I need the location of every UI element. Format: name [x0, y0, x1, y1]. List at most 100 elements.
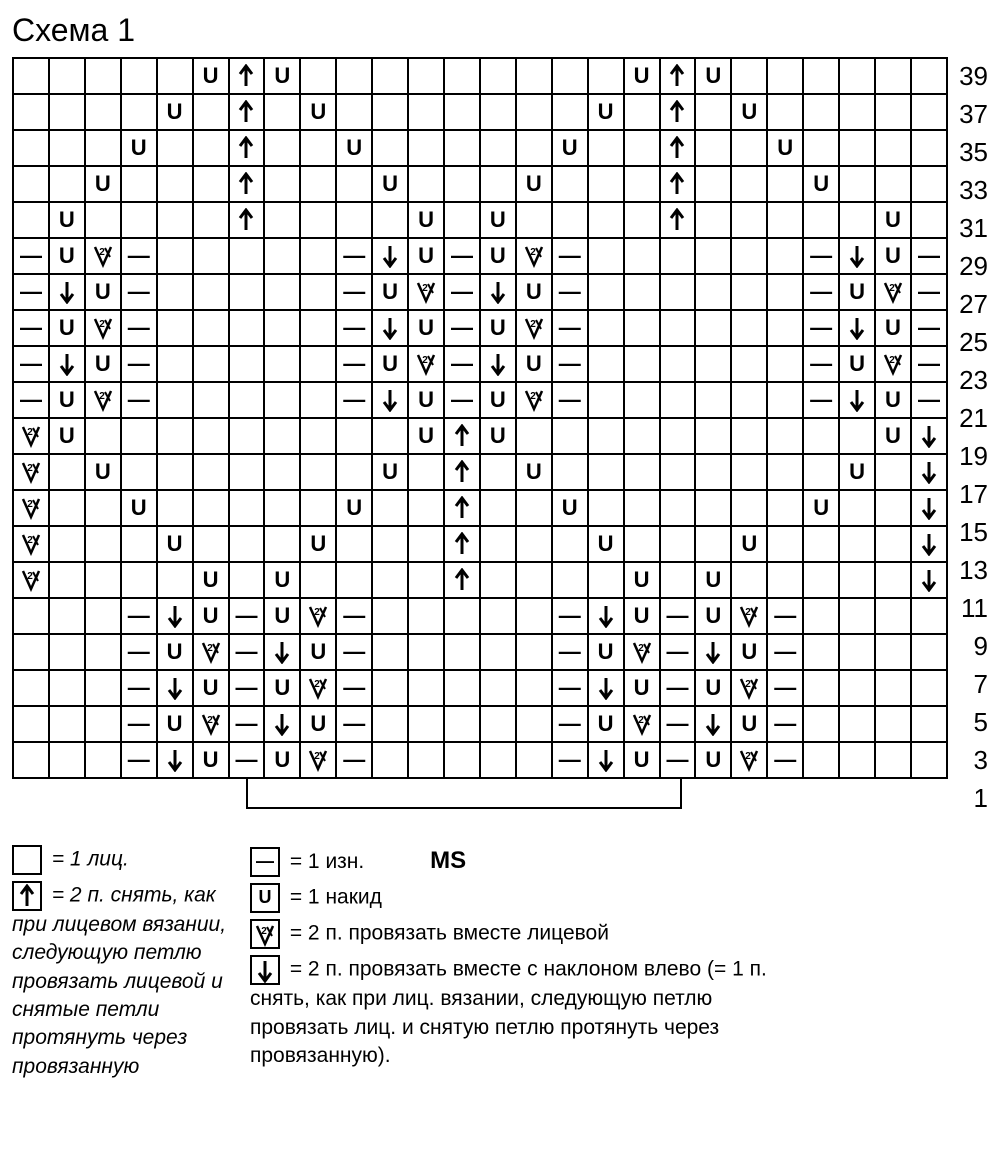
chart-cell — [803, 562, 839, 598]
chart-cell — [875, 634, 911, 670]
chart-cell — [480, 346, 516, 382]
chart-cell — [444, 202, 480, 238]
chart-cell — [264, 454, 300, 490]
chart-cell: — — [767, 598, 803, 634]
chart-cell — [336, 562, 372, 598]
chart-cell: — — [552, 346, 588, 382]
chart-cell: — — [552, 670, 588, 706]
chart-cell: U — [588, 634, 624, 670]
chart-cell — [588, 562, 624, 598]
chart-cell — [516, 490, 552, 526]
chart-cell — [839, 706, 875, 742]
chart-cell — [875, 562, 911, 598]
chart-cell — [911, 454, 947, 490]
chart-cell — [660, 274, 696, 310]
chart-cell — [624, 346, 660, 382]
chart-cell — [85, 526, 121, 562]
chart-cell — [660, 202, 696, 238]
chart-cell: U — [193, 742, 229, 778]
chart-cell — [480, 598, 516, 634]
chart-cell — [660, 418, 696, 454]
chart-cell — [157, 454, 193, 490]
chart-cell — [408, 634, 444, 670]
chart-cell: U — [875, 238, 911, 274]
chart-cell — [229, 346, 265, 382]
chart-row: UUUU — [13, 130, 947, 166]
chart-cell — [85, 490, 121, 526]
chart-cell — [121, 418, 157, 454]
chart-cell: — — [552, 238, 588, 274]
chart-cell: U — [624, 598, 660, 634]
chart-cell — [372, 742, 408, 778]
chart-cell: — — [121, 634, 157, 670]
chart-cell: — — [911, 238, 947, 274]
chart-cell — [408, 94, 444, 130]
chart-cell — [264, 346, 300, 382]
chart-cell — [49, 58, 85, 94]
chart-row: —U—U——U—U— — [13, 634, 947, 670]
chart-cell — [13, 454, 49, 490]
chart-cell — [444, 562, 480, 598]
chart-cell — [193, 706, 229, 742]
chart-cell — [49, 454, 85, 490]
chart-cell — [588, 346, 624, 382]
chart-cell: — — [911, 346, 947, 382]
chart-cell: U — [480, 382, 516, 418]
chart-cell — [839, 490, 875, 526]
chart-cell: — — [660, 598, 696, 634]
chart-cell — [695, 454, 731, 490]
chart-cell: — — [13, 382, 49, 418]
chart-cell: U — [839, 454, 875, 490]
chart-cell: U — [85, 346, 121, 382]
chart-cell — [49, 526, 85, 562]
chart-cell: U — [264, 670, 300, 706]
chart-cell — [552, 202, 588, 238]
chart-cell: — — [121, 382, 157, 418]
chart-cell: — — [229, 706, 265, 742]
chart-cell — [264, 634, 300, 670]
chart-cell — [875, 670, 911, 706]
chart-cell — [911, 418, 947, 454]
chart-cell — [660, 562, 696, 598]
chart-cell — [480, 562, 516, 598]
chart-cell: — — [552, 310, 588, 346]
chart-cell — [731, 742, 767, 778]
chart-cell — [229, 274, 265, 310]
chart-title: Схема 1 — [12, 12, 988, 49]
chart-cell — [444, 526, 480, 562]
chart-cell — [588, 382, 624, 418]
chart-cell — [444, 418, 480, 454]
chart-cell: U — [516, 166, 552, 202]
chart-cell: — — [803, 382, 839, 418]
chart-cell: — — [444, 238, 480, 274]
chart-cell — [516, 742, 552, 778]
chart-cell — [516, 598, 552, 634]
row-label: 21 — [952, 399, 988, 437]
chart-cell — [444, 670, 480, 706]
chart-cell: U — [516, 274, 552, 310]
chart-cell — [49, 562, 85, 598]
chart-cell: U — [336, 130, 372, 166]
chart-cell — [85, 130, 121, 166]
chart-cell — [444, 454, 480, 490]
chart-cell: — — [767, 742, 803, 778]
chart-cell — [49, 490, 85, 526]
chart-cell: — — [229, 670, 265, 706]
chart-cell — [588, 202, 624, 238]
chart-cell — [372, 382, 408, 418]
chart-cell — [839, 130, 875, 166]
chart-row: —U——U—U——U— — [13, 346, 947, 382]
chart-cell: U — [803, 490, 839, 526]
chart-cell — [731, 562, 767, 598]
chart-cell — [49, 598, 85, 634]
chart-cell — [480, 94, 516, 130]
chart-cell — [408, 130, 444, 166]
chart-cell — [767, 238, 803, 274]
chart-cell: U — [408, 310, 444, 346]
row-labels: 39373533312927252321191715131197531 — [952, 57, 988, 817]
chart-cell — [85, 598, 121, 634]
legend: = 1 лиц. = 2 п. снять, как при лицевом в… — [12, 845, 988, 1087]
chart-cell — [300, 274, 336, 310]
chart-cell — [480, 166, 516, 202]
chart-cell — [516, 526, 552, 562]
